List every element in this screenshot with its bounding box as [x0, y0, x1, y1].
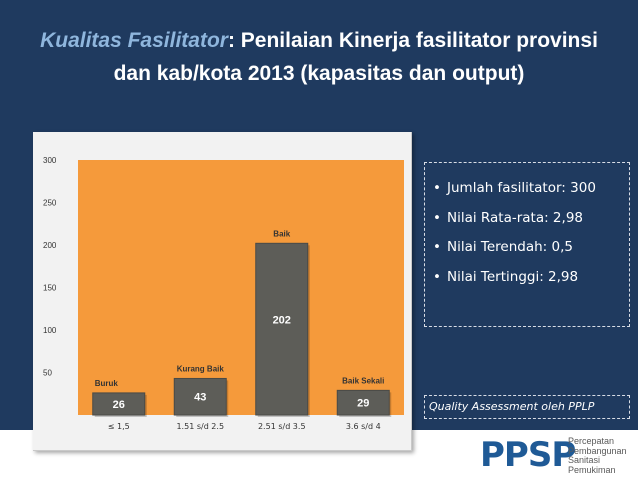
- logo-text: Percepatan Pembangunan Sanitasi Pemukima…: [568, 436, 630, 475]
- bar-value-label: 43: [194, 392, 206, 404]
- stats-box: • Jumlah fasilitator: 300 • Nilai Rata-rat…: [424, 162, 630, 327]
- ppsp-logo: PPSP Percepatan Pembangunan Sanitasi Pem…: [480, 432, 630, 476]
- stat-item: • Nilai Terendah: 0,5: [433, 238, 629, 256]
- logo-line: Percepatan: [568, 436, 615, 446]
- x-tick-label: 3.6 s/d 4: [346, 422, 381, 431]
- x-tick-label: 1.51 s/d 2.5: [176, 422, 224, 431]
- bar: [336, 389, 390, 416]
- y-tick-label: 250: [43, 199, 57, 208]
- bar-category-label: Kurang Baik: [177, 364, 225, 373]
- x-tick-label: ≤ 1,5: [108, 422, 130, 431]
- bar-value-label: 26: [113, 399, 125, 411]
- bar-category-label: Baik Sekali: [342, 376, 384, 385]
- bar-chart: 50 100 150 200 250 300 Buruk 26 ≤ 1,5 Kurang Baik…: [43, 156, 404, 431]
- stat-item: • Jumlah fasilitator: 300: [433, 179, 629, 197]
- stat-item: • Nilai Tertinggi: 2,98: [433, 268, 629, 286]
- y-tick-label: 150: [43, 284, 57, 293]
- chart-frame: 50 100 150 200 250 300 Buruk 26 ≤ 1,5 Kurang Baik…: [33, 132, 412, 451]
- stat-item: • Nilai Rata-rata: 2,98: [433, 209, 629, 227]
- logo-line: Sanitasi: [568, 455, 601, 465]
- bullet-icon: •: [433, 180, 441, 196]
- x-tick-label: 2.51 s/d 3.5: [258, 422, 306, 431]
- bullet-icon: •: [433, 268, 441, 285]
- logo-line: Pembangunan: [568, 445, 627, 456]
- bar: [255, 242, 309, 416]
- title-emphasis: Kualitas Fasilitator: [40, 29, 228, 52]
- bar-category-label: Buruk: [95, 379, 119, 388]
- logo-mark: PPSP: [480, 435, 576, 475]
- source-caption: Quality Assessment oleh PPLP: [424, 395, 630, 419]
- bar: [173, 377, 227, 416]
- y-tick-label: 200: [43, 241, 57, 250]
- bar-value-label: 202: [273, 314, 291, 326]
- stat-average-score: Nilai Rata-rata: 2,98: [447, 209, 583, 226]
- y-tick-label: 50: [43, 369, 52, 378]
- slide-title: Kualitas Fasilitator: Penilaian Kinerja …: [20, 24, 618, 90]
- bar-value-label: 29: [357, 398, 369, 410]
- bullet-icon: •: [433, 239, 441, 255]
- bar: [92, 392, 146, 416]
- bullet-icon: •: [433, 209, 441, 226]
- title-text: : Penilaian Kinerja fasilitator provinsi…: [113, 29, 598, 85]
- stat-highest-score: Nilai Tertinggi: 2,98: [447, 268, 579, 285]
- y-tick-label: 100: [43, 326, 57, 335]
- stats-list: • Jumlah fasilitator: 300 • Nilai Rata-rat…: [425, 163, 629, 286]
- stat-lowest-score: Nilai Terendah: 0,5: [447, 239, 573, 255]
- logo-line: Pemukiman: [568, 464, 616, 475]
- plot-area: [78, 160, 404, 415]
- y-tick-label: 300: [43, 156, 57, 165]
- bar-category-label: Baik: [273, 229, 290, 238]
- stat-total-facilitators: Jumlah fasilitator: 300: [447, 180, 596, 196]
